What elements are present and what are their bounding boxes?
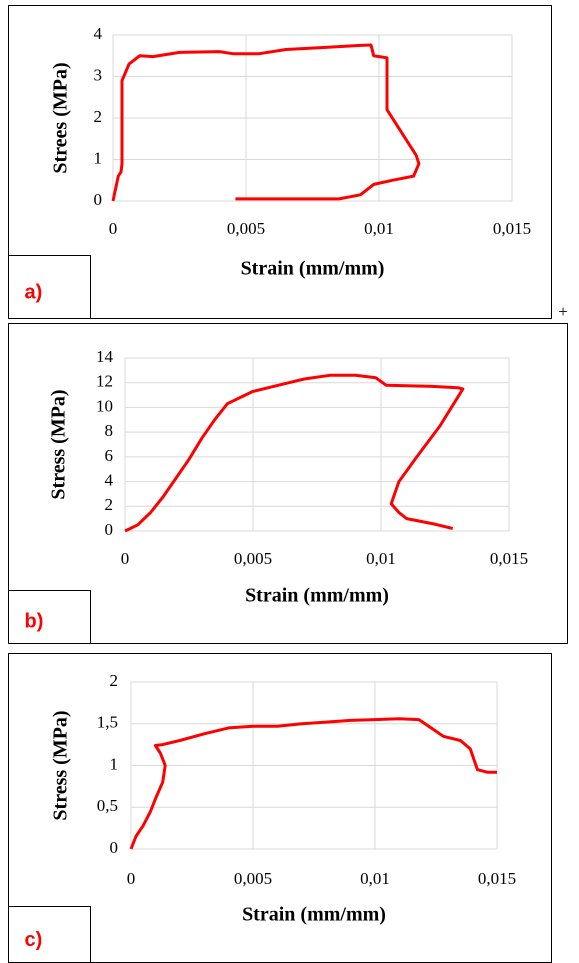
y-tick-label: 10 (96, 396, 113, 415)
x-tick-label: 0,005 (227, 219, 265, 238)
y-axis-title: Strees (MPa) (50, 62, 72, 173)
x-tick-label: 0 (121, 549, 130, 568)
table-marker: + (558, 302, 568, 321)
y-tick-label: 0 (105, 520, 114, 539)
y-axis-title: Stress (MPa) (50, 710, 72, 820)
panel-frame (8, 323, 568, 644)
x-tick-label: 0,015 (490, 549, 528, 568)
x-tick-label: 0,01 (364, 219, 394, 238)
y-tick-label: 2 (110, 671, 119, 690)
y-tick-label: 0 (110, 838, 119, 857)
y-tick-label: 1 (94, 148, 103, 167)
y-tick-label: 0 (94, 190, 103, 209)
data-line (129, 717, 497, 850)
panel-label: b) (25, 611, 44, 633)
panel-label-box (8, 255, 91, 319)
panel-label-box (8, 590, 91, 644)
panel-label: c) (25, 929, 43, 951)
y-tick-label: 2 (94, 107, 103, 126)
data-line (111, 43, 421, 202)
x-tick-label: 0,005 (234, 869, 272, 888)
y-tick-label: 0,5 (97, 796, 118, 815)
data-line (124, 373, 465, 533)
x-tick-label: 0,015 (478, 869, 516, 888)
y-axis-title: Stress (MPa) (48, 389, 70, 499)
y-tick-label: 2 (105, 495, 114, 514)
panel-label: a) (25, 282, 43, 304)
x-axis-title: Strain (mm/mm) (242, 904, 386, 926)
y-tick-label: 1 (110, 754, 119, 773)
y-tick-label: 3 (94, 65, 103, 84)
x-tick-label: 0 (109, 219, 118, 238)
y-tick-label: 6 (105, 446, 114, 465)
x-tick-label: 0,01 (360, 869, 390, 888)
y-tick-label: 8 (105, 421, 114, 440)
panel-frame (8, 5, 552, 319)
y-tick-label: 14 (96, 347, 114, 366)
x-axis-title: Strain (mm/mm) (241, 258, 385, 280)
x-tick-label: 0,01 (366, 549, 396, 568)
x-tick-label: 0,015 (493, 219, 531, 238)
y-tick-label: 1,5 (97, 713, 118, 732)
panel-label-box (8, 906, 91, 963)
x-tick-label: 0 (127, 869, 136, 888)
x-axis-title: Strain (mm/mm) (245, 585, 389, 607)
y-tick-label: 4 (94, 24, 103, 43)
x-tick-label: 0,005 (234, 549, 272, 568)
y-tick-label: 4 (105, 470, 114, 489)
y-tick-label: 12 (96, 372, 113, 391)
